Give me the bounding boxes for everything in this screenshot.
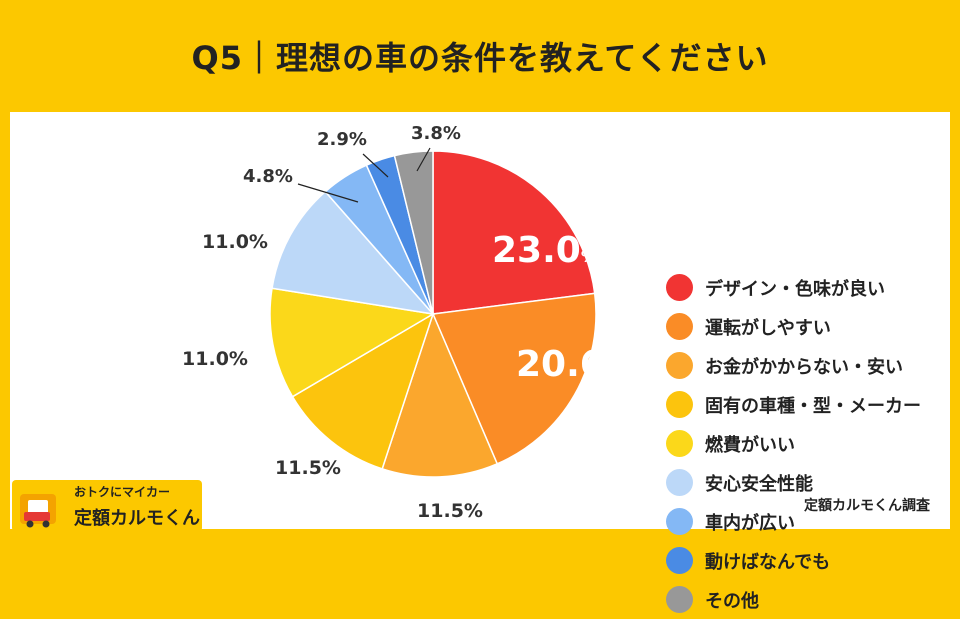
legend: デザイン・色味が良い 運転がしやすいお金がかからない・安い 固有の車種・型・メーカー…: [666, 268, 921, 619]
data-label: 11.0%: [202, 231, 268, 253]
logo-name: 定額カルモくん: [74, 508, 200, 529]
pie-slice: [393, 150, 434, 315]
source-note: 定額カルモくん調査: [804, 498, 930, 514]
legend-swatch: [666, 274, 693, 301]
legend-swatch: [666, 586, 693, 613]
data-label: 11.5%: [275, 457, 341, 479]
data-label: 20.6%: [516, 344, 621, 385]
data-label: 23.0%: [492, 230, 597, 271]
legend-item: 固有の車種・型・メーカー: [666, 385, 921, 424]
data-label: 11.0%: [182, 348, 248, 370]
car-logo-icon: [20, 494, 56, 528]
legend-label: デザイン・色味が良い: [705, 278, 885, 300]
brand-logo: おトクにマイカー 定額カルモくん: [12, 480, 202, 532]
legend-swatch: [666, 352, 693, 379]
legend-swatch: [666, 508, 693, 535]
leader-line: [297, 183, 359, 203]
legend-swatch: [666, 430, 693, 457]
legend-item: 車内が広い: [666, 502, 921, 541]
legend-swatch: [666, 547, 693, 574]
legend-item: 安心安全性能: [666, 463, 921, 502]
pie-slice: [381, 311, 499, 478]
legend-swatch: [666, 313, 693, 340]
data-label: 2.9%: [317, 129, 367, 150]
legend-label: 車内が広い: [705, 512, 795, 534]
logo-tagline: おトクにマイカー: [74, 485, 171, 499]
legend-label: 動けばなんでも: [705, 551, 831, 573]
legend-label: 運転がしやすい: [705, 317, 831, 339]
data-label: 11.5%: [417, 500, 483, 522]
leader-line: [416, 147, 431, 172]
data-label: 3.8%: [411, 123, 461, 144]
legend-label: お金がかからない・安い: [705, 356, 903, 378]
legend-item: デザイン・色味が良い: [666, 268, 921, 307]
pie-chart: 23.0% 20.6% 11.5% 11.5% 11.0% 11.0% 4.8% 2.9% 3.…: [182, 123, 621, 522]
chart-title: Q5｜理想の車の条件を教えてください: [191, 39, 769, 77]
legend-item: 動けばなんでも: [666, 541, 921, 580]
legend-label: その他: [705, 590, 759, 612]
legend-item: お金がかからない・安い: [666, 346, 921, 385]
legend-label: 安心安全性能: [705, 473, 813, 495]
legend-swatch: [666, 391, 693, 418]
pie-slice: [271, 190, 435, 316]
chart-panel: 23.0% 20.6% 11.5% 11.5% 11.0% 11.0% 4.8% 2.9% 3.…: [10, 112, 950, 613]
legend-label: 燃費がいい: [705, 434, 795, 456]
pie-slice: [269, 287, 436, 398]
data-label: 4.8%: [243, 166, 293, 187]
pie-slice: [291, 312, 435, 470]
legend-item: 運転がしやすい: [666, 307, 921, 346]
legend-label: 固有の車種・型・メーカー: [705, 395, 921, 417]
pie-slice: [431, 292, 597, 465]
leader-line: [362, 153, 389, 178]
legend-item: その他: [666, 580, 921, 619]
legend-item: 燃費がいい: [666, 424, 921, 463]
legend-swatch: [666, 469, 693, 496]
pie-slice: [432, 150, 596, 315]
